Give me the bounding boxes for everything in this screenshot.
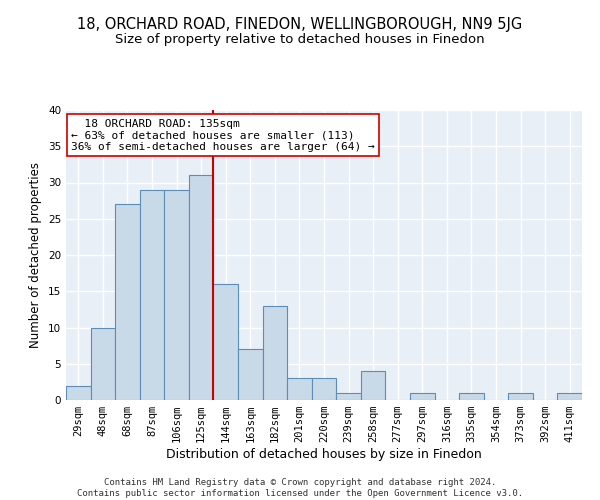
Bar (410, 393, 434, 400)
Bar (189, 176, 214, 400)
Bar (459, 393, 484, 400)
Bar (263, 306, 287, 400)
Bar (66, 386, 91, 400)
Bar (508, 393, 533, 400)
Text: 18, ORCHARD ROAD, FINEDON, WELLINGBOROUGH, NN9 5JG: 18, ORCHARD ROAD, FINEDON, WELLINGBOROUG… (77, 18, 523, 32)
Bar (214, 284, 238, 400)
Bar (336, 393, 361, 400)
Bar (91, 328, 115, 400)
Bar (361, 371, 385, 400)
Bar (557, 393, 582, 400)
Text: Size of property relative to detached houses in Finedon: Size of property relative to detached ho… (115, 32, 485, 46)
Text: 18 ORCHARD ROAD: 135sqm
← 63% of detached houses are smaller (113)
36% of semi-d: 18 ORCHARD ROAD: 135sqm ← 63% of detache… (71, 118, 375, 152)
Y-axis label: Number of detached properties: Number of detached properties (29, 162, 43, 348)
Bar (238, 349, 263, 400)
Bar (140, 190, 164, 400)
Bar (115, 204, 140, 400)
Text: Contains HM Land Registry data © Crown copyright and database right 2024.
Contai: Contains HM Land Registry data © Crown c… (77, 478, 523, 498)
Bar (164, 190, 189, 400)
Bar (312, 378, 336, 400)
Bar (287, 378, 312, 400)
X-axis label: Distribution of detached houses by size in Finedon: Distribution of detached houses by size … (166, 448, 482, 461)
